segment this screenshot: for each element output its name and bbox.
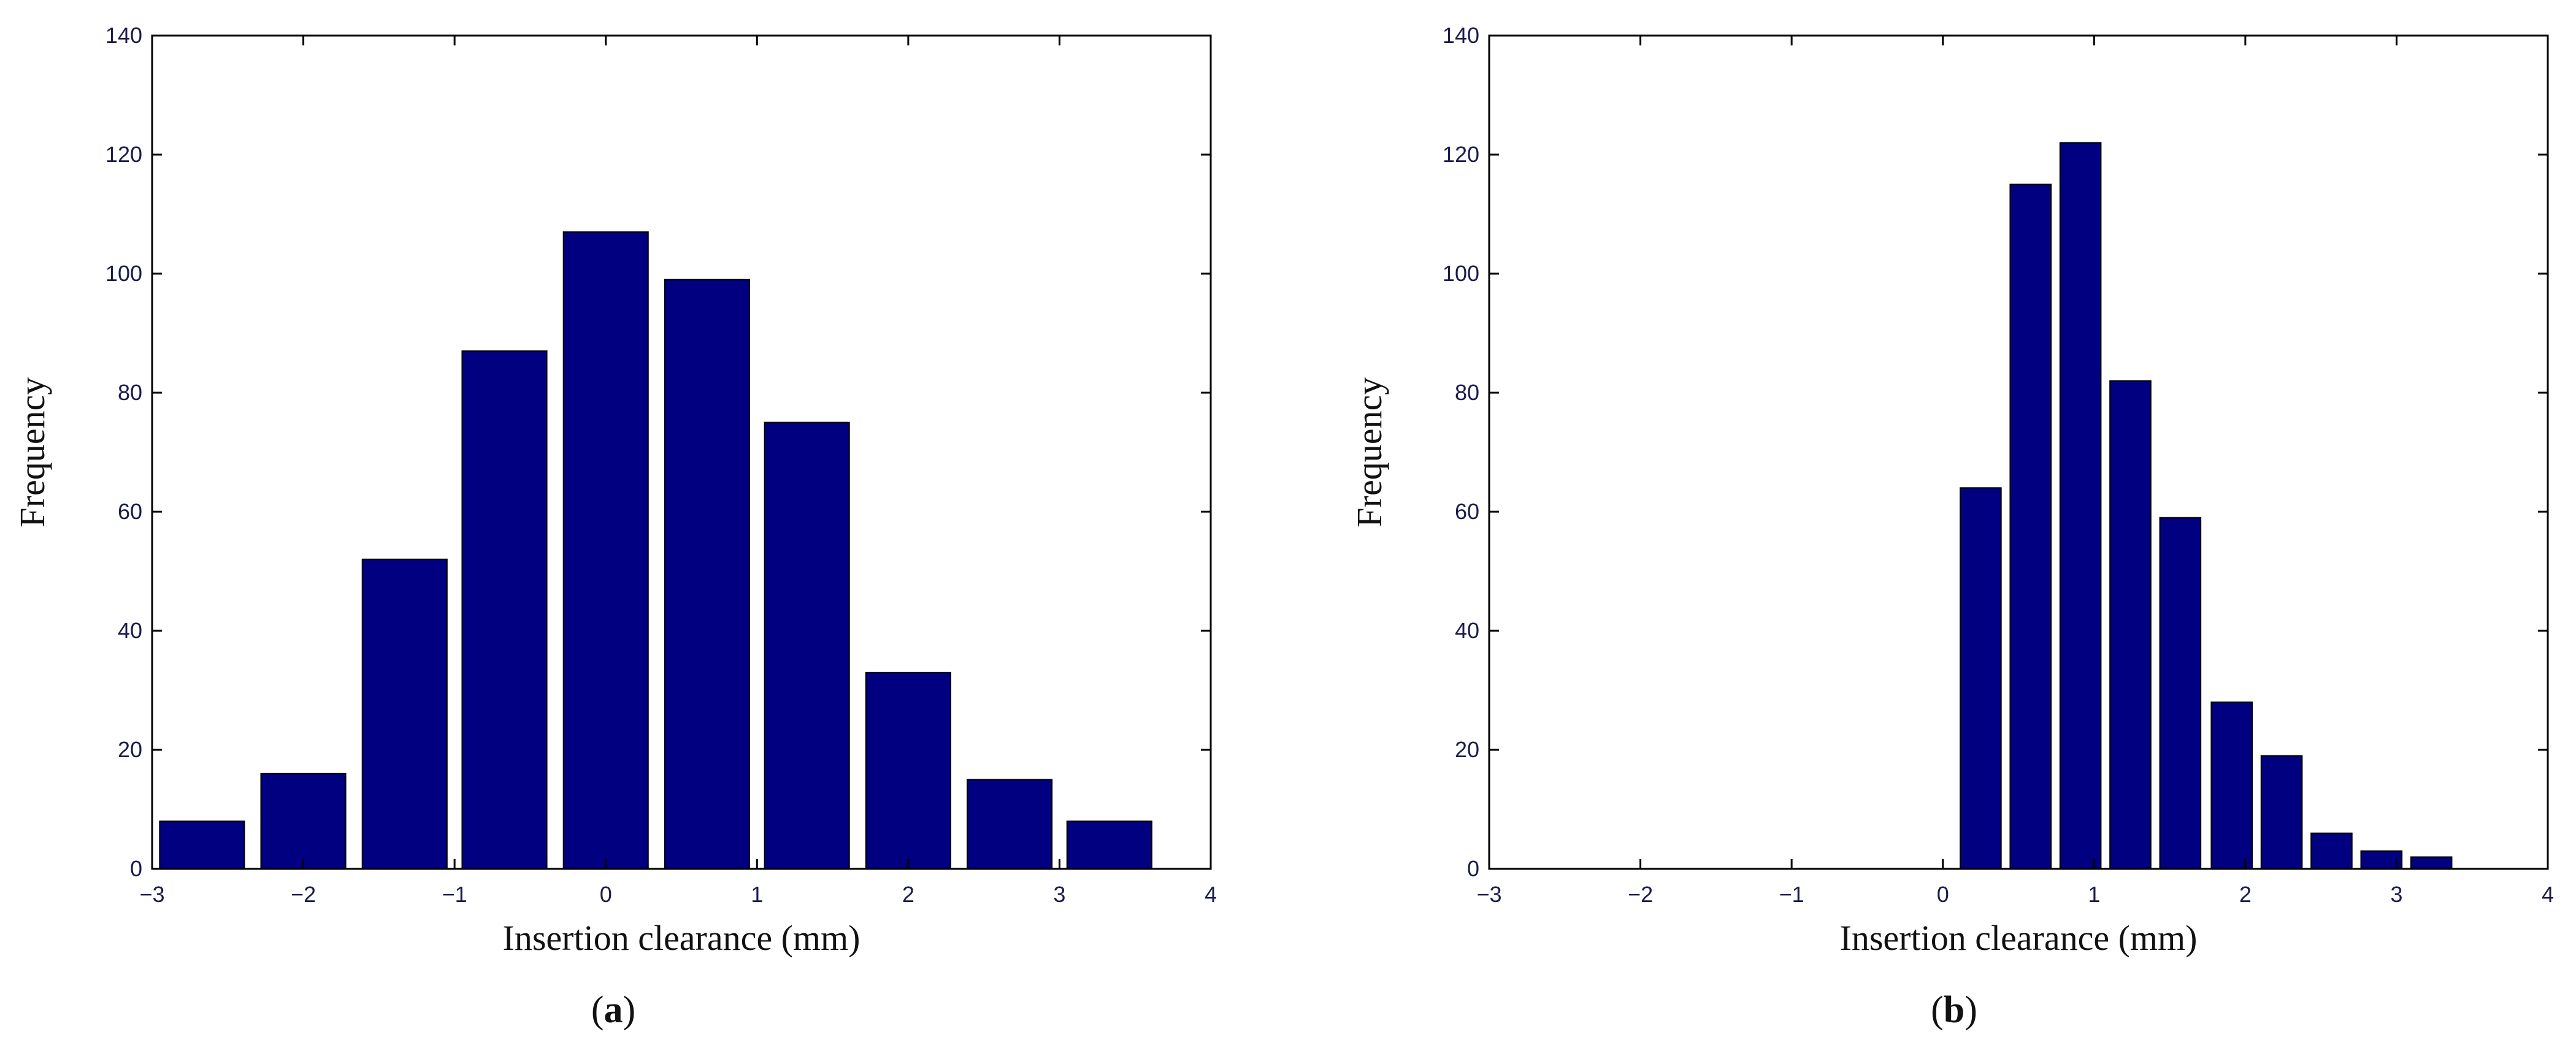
bar — [2210, 701, 2253, 870]
y-tick-label: 120 — [105, 142, 142, 167]
bar — [2410, 856, 2453, 869]
bar — [159, 820, 245, 870]
x-axis-label: Insertion clearance (mm) — [1840, 918, 2198, 958]
panel-label: (a) — [591, 989, 635, 1031]
bar — [260, 773, 347, 870]
bar — [967, 779, 1053, 869]
x-tick-label: 3 — [2390, 882, 2402, 907]
bar — [865, 671, 951, 870]
x-tick-label: −1 — [1779, 882, 1804, 907]
x-tick-label: 3 — [1053, 882, 1065, 907]
bar — [1066, 820, 1152, 870]
bar — [2009, 183, 2052, 869]
chart-panel-a: 0 20 40 60 80 100 120 140 −3 −2 −1 0 1 2 3 4 Insertion c… — [12, 23, 1217, 1031]
x-axis-label: Insertion clearance (mm) — [503, 918, 861, 958]
bar — [2059, 142, 2102, 870]
y-tick-label: 60 — [1455, 499, 1479, 524]
bar — [764, 422, 850, 869]
x-tick-label: 4 — [1205, 882, 1217, 907]
y-tick-label: 40 — [118, 618, 142, 643]
x-tick-label: 1 — [751, 882, 763, 907]
y-tick-label: 0 — [130, 856, 142, 881]
chart-panel-b: 0 20 40 60 80 100 120 140 −3 −2 −1 0 1 2 3 4 Insertion c… — [1349, 23, 2554, 1031]
bar — [2109, 380, 2152, 869]
bar — [2360, 850, 2403, 870]
bar — [664, 279, 750, 869]
y-tick-label: 20 — [118, 737, 142, 762]
x-tick-label: −2 — [291, 882, 316, 907]
y-tick-label: 40 — [1455, 618, 1479, 643]
x-tick-label: −1 — [442, 882, 467, 907]
x-tick-label: 2 — [902, 882, 914, 907]
y-tick-label: 100 — [105, 261, 142, 286]
x-tick-label: −3 — [1476, 882, 1501, 907]
plot-frame — [1488, 34, 2549, 870]
y-tick-label: 0 — [1467, 856, 1479, 881]
plot-frame — [151, 34, 1212, 870]
y-tick-label: 80 — [118, 380, 142, 405]
x-tick-label: 0 — [1937, 882, 1949, 907]
x-tick-label: 2 — [2239, 882, 2252, 907]
y-tick-label: 140 — [105, 23, 142, 48]
y-axis-label: Frequency — [12, 377, 52, 528]
bar — [2159, 517, 2202, 869]
bar — [361, 558, 448, 869]
panel-label: (b) — [1931, 989, 1977, 1031]
bar — [1960, 487, 2002, 869]
y-tick-label: 100 — [1443, 261, 1479, 286]
x-tick-label: 1 — [2088, 882, 2100, 907]
x-tick-label: 0 — [600, 882, 612, 907]
bar — [2260, 755, 2303, 869]
x-tick-label: −3 — [139, 882, 164, 907]
bar — [2310, 832, 2353, 870]
y-tick-label: 140 — [1443, 23, 1479, 48]
y-tick-label: 120 — [1443, 142, 1479, 167]
bar — [461, 350, 548, 869]
y-axis-label: Frequency — [1349, 377, 1389, 528]
y-tick-label: 20 — [1455, 737, 1479, 762]
x-tick-label: −2 — [1628, 882, 1653, 907]
bar — [562, 231, 649, 870]
x-tick-label: 4 — [2542, 882, 2554, 907]
y-tick-label: 60 — [118, 499, 142, 524]
y-tick-label: 80 — [1455, 380, 1479, 405]
